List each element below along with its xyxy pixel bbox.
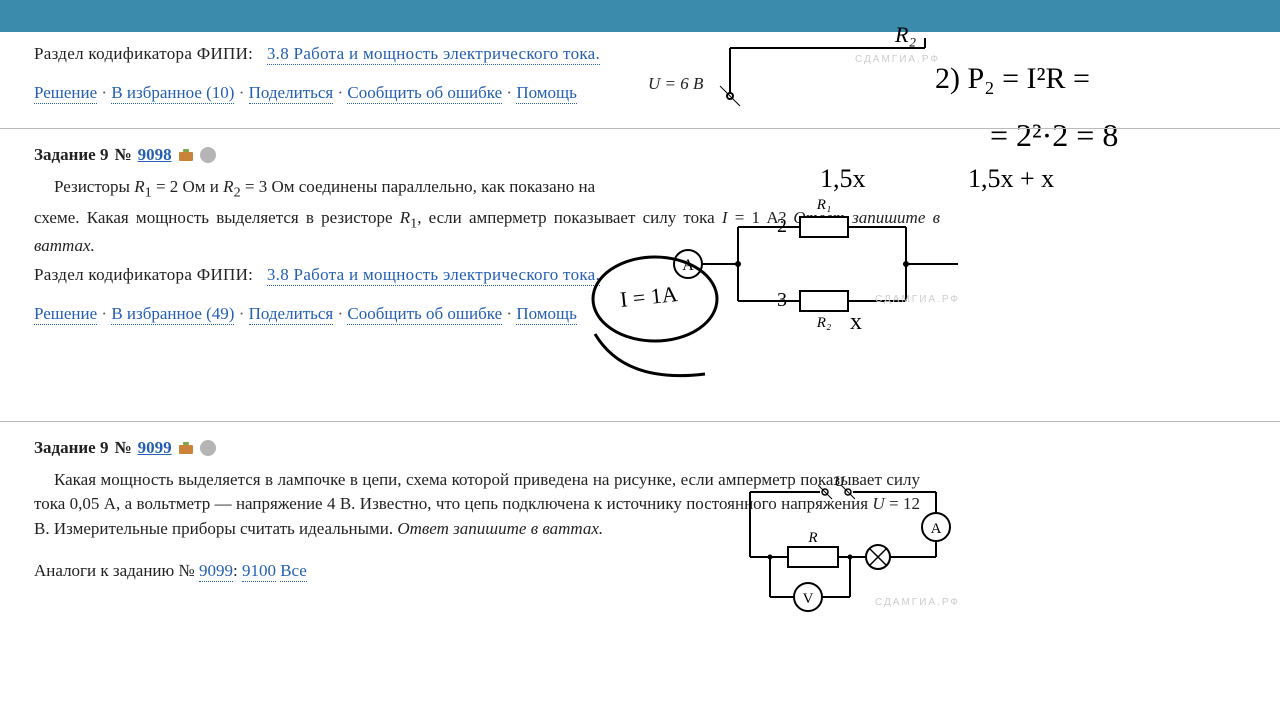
help-link[interactable]: Помощь (516, 83, 577, 104)
analogs-main-link[interactable]: 9099 (199, 561, 233, 582)
briefcase-icon-2 (178, 440, 194, 456)
svg-text:A: A (931, 521, 942, 537)
section-link-1[interactable]: 3.8 Работа и мощность электрического ток… (267, 44, 600, 65)
top-bar (0, 0, 1280, 32)
section-link-2[interactable]: 3.8 Работа и мощность электрического ток… (267, 265, 600, 286)
status-dot-icon (200, 147, 216, 163)
circuit-stub-1 (680, 38, 940, 108)
watermark-2: СДАМГИА.РФ (875, 294, 960, 305)
task-id-link-9099[interactable]: 9099 (138, 438, 172, 458)
task-header-2: Задание 9 № 9098 (34, 145, 940, 165)
solution-link-2[interactable]: Решение (34, 304, 97, 325)
briefcase-icon (178, 147, 194, 163)
watermark-3: СДАМГИА.РФ (875, 597, 960, 608)
circuit-diagram-3: U A R V (730, 472, 960, 612)
task-block-1: U = 6 В СДАМГИА.РФ Раздел кодификатора Ф… (0, 32, 1280, 128)
watermark: СДАМГИА.РФ (855, 54, 940, 65)
share-link[interactable]: Поделиться (249, 83, 334, 104)
handwriting-eq2-line1: 2) P₂ = I²R = (935, 62, 1090, 96)
analogs-other-link[interactable]: 9100 (242, 561, 276, 582)
handwriting-circle (575, 244, 755, 394)
share-link-2[interactable]: Поделиться (249, 304, 334, 325)
task-block-3: Задание 9 № 9099 Какая мощность выделяет… (0, 421, 1280, 682)
svg-text:R₂: R₂ (816, 315, 831, 331)
help-link-2[interactable]: Помощь (516, 304, 577, 325)
svg-text:V: V (803, 591, 814, 607)
report-link-2[interactable]: Сообщить об ошибке (347, 304, 502, 325)
svg-text:R₁: R₁ (816, 197, 831, 213)
task-header-3: Задание 9 № 9099 (34, 438, 940, 458)
report-link[interactable]: Сообщить об ошибке (347, 83, 502, 104)
task-id-link-9098[interactable]: 9098 (138, 145, 172, 165)
favorite-link[interactable]: В избранное (10) (111, 83, 234, 104)
svg-text:R: R (807, 530, 817, 546)
analogs-all-link[interactable]: Все (280, 561, 307, 582)
task-block-2: Задание 9 № 9098 Резисторы R1 = 2 Ом и R… (0, 128, 1280, 421)
solution-link[interactable]: Решение (34, 83, 97, 104)
status-dot-icon-2 (200, 440, 216, 456)
handwriting-15x-plus-x: 1,5x + x (968, 164, 1054, 194)
favorite-link-2[interactable]: В избранное (49) (111, 304, 234, 325)
